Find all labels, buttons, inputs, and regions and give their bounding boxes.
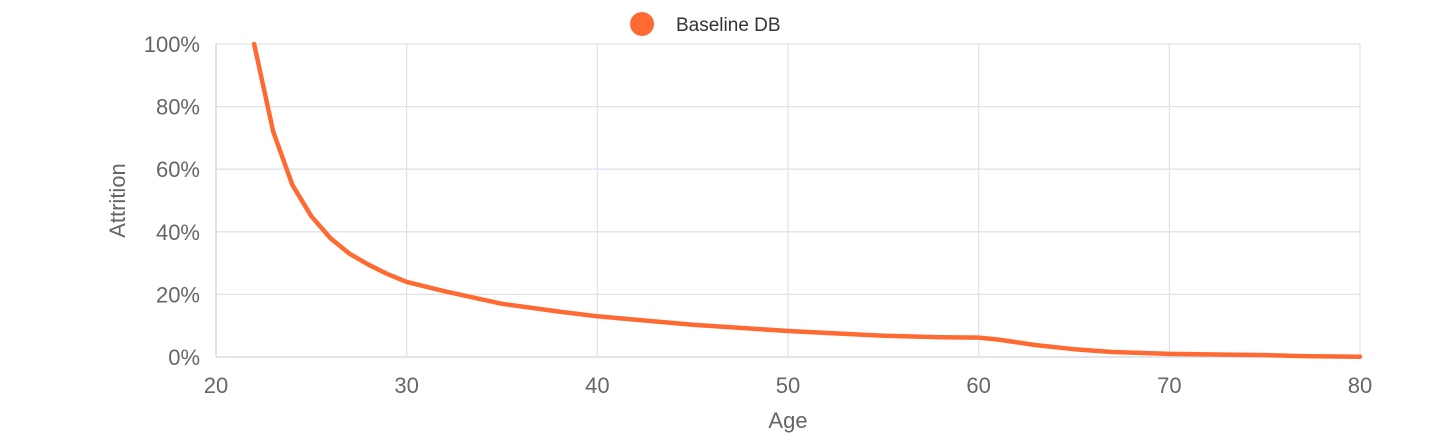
y-tick-label: 40% bbox=[156, 220, 200, 245]
legend-marker-baseline-db[interactable] bbox=[630, 12, 654, 36]
x-tick-label: 40 bbox=[585, 373, 609, 398]
y-tick-label: 80% bbox=[156, 95, 200, 120]
legend[interactable]: Baseline DB bbox=[630, 12, 781, 36]
y-axis-title: Attrition bbox=[105, 163, 130, 238]
x-tick-label: 60 bbox=[966, 373, 990, 398]
y-tick-label: 60% bbox=[156, 157, 200, 182]
tick-labels: 0% 20% 40% 60% 80% 100% 20 30 40 50 60 70 80 bbox=[144, 32, 1373, 398]
series-line-baseline-db[interactable] bbox=[251, 41, 1363, 359]
x-tick-label: 20 bbox=[204, 373, 228, 398]
x-tick-label: 70 bbox=[1157, 373, 1181, 398]
x-tick-label: 30 bbox=[394, 373, 418, 398]
x-tick-label: 80 bbox=[1348, 373, 1372, 398]
x-tick-label: 50 bbox=[776, 373, 800, 398]
y-tick-label: 20% bbox=[156, 282, 200, 307]
y-tick-label: 100% bbox=[144, 32, 200, 57]
grid bbox=[215, 43, 1361, 358]
series-layer bbox=[251, 41, 1363, 359]
y-tick-label: 0% bbox=[168, 345, 200, 370]
x-axis-title: Age bbox=[768, 408, 807, 433]
legend-label-baseline-db[interactable]: Baseline DB bbox=[676, 15, 781, 36]
